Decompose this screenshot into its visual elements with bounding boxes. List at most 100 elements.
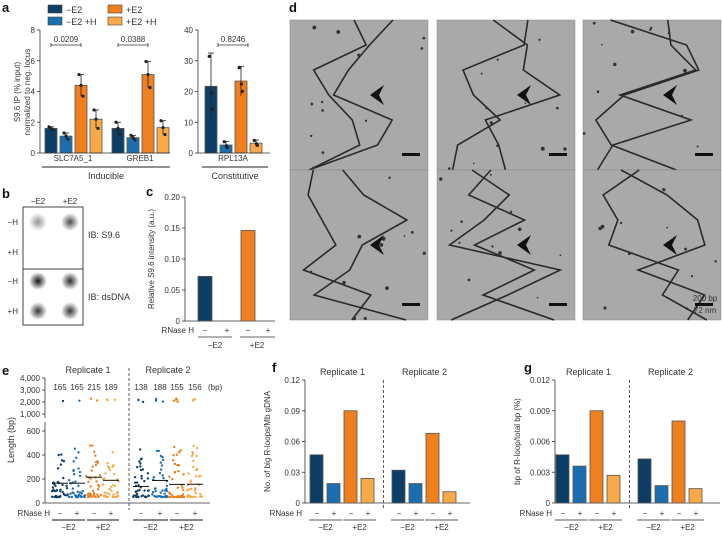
data-point bbox=[78, 470, 82, 474]
data-point bbox=[117, 480, 120, 483]
data-point bbox=[65, 484, 68, 488]
data-point bbox=[195, 468, 198, 472]
data-point bbox=[160, 464, 164, 467]
data-point bbox=[114, 120, 118, 124]
median-label: 138 bbox=[134, 383, 148, 392]
data-point bbox=[185, 489, 189, 492]
data-point bbox=[79, 494, 82, 498]
rnase-h-sign: + bbox=[612, 509, 617, 518]
data-point bbox=[108, 487, 111, 491]
particle bbox=[680, 114, 684, 117]
data-point bbox=[172, 454, 175, 457]
category-label: SLC7A5_1 bbox=[54, 154, 93, 163]
particle bbox=[509, 210, 513, 214]
legend-label: −E2 bbox=[66, 5, 82, 15]
legend-swatch bbox=[47, 16, 63, 26]
dna-strand bbox=[447, 169, 563, 321]
arrowhead-icon bbox=[663, 235, 677, 255]
data-point bbox=[165, 484, 169, 487]
group-label: +E2 bbox=[434, 523, 449, 532]
data-point bbox=[77, 484, 80, 487]
data-point bbox=[60, 453, 63, 456]
particle bbox=[321, 151, 325, 154]
particle bbox=[538, 38, 541, 41]
bar-c bbox=[197, 275, 213, 322]
panel-label-a: a bbox=[2, 0, 10, 15]
y-tick-label: 40 bbox=[184, 26, 193, 35]
scale-bar bbox=[549, 153, 567, 156]
rnase-h-sign: + bbox=[158, 509, 163, 518]
replicate-label: Replicate 1 bbox=[566, 367, 611, 377]
data-point bbox=[137, 484, 140, 487]
particle bbox=[696, 145, 699, 148]
particle bbox=[496, 58, 499, 61]
data-point bbox=[194, 495, 197, 499]
data-point bbox=[239, 82, 243, 86]
data-point bbox=[145, 495, 148, 499]
blot-spot bbox=[29, 213, 47, 231]
row-label: −H bbox=[8, 277, 19, 286]
data-point bbox=[106, 398, 109, 402]
data-point bbox=[116, 494, 120, 497]
bar-c bbox=[240, 230, 256, 322]
scale-bar bbox=[695, 303, 713, 306]
legend-label: +E2 bbox=[126, 5, 142, 15]
data-point bbox=[181, 486, 184, 489]
y-tick-label: 0.09 bbox=[284, 407, 300, 416]
p-value: 0.8246 bbox=[221, 35, 246, 44]
data-point bbox=[86, 493, 89, 496]
y-axis-label: bp of R-loop/total bp (%) bbox=[513, 398, 522, 485]
rnase-h-sign: − bbox=[139, 509, 144, 518]
panel-label-c: c bbox=[146, 184, 153, 199]
y-tick-label: 3,000 bbox=[20, 386, 41, 395]
panel-label-d: d bbox=[289, 0, 297, 15]
data-point bbox=[192, 459, 195, 463]
data-point bbox=[59, 489, 62, 493]
y-tick-label: 2,000 bbox=[20, 398, 41, 407]
data-point bbox=[78, 399, 81, 402]
y-tick-label: 0.05 bbox=[164, 286, 180, 295]
data-point bbox=[106, 492, 109, 495]
particle bbox=[627, 251, 631, 255]
median-label: 189 bbox=[104, 383, 118, 392]
data-point bbox=[77, 72, 81, 77]
data-point bbox=[81, 489, 85, 493]
rnase-h-sign: − bbox=[246, 326, 251, 335]
data-point bbox=[255, 143, 259, 147]
data-point bbox=[59, 463, 63, 466]
particle bbox=[701, 235, 704, 238]
rnase-h-sign: + bbox=[75, 509, 80, 518]
data-point bbox=[153, 487, 157, 490]
data-point bbox=[173, 462, 177, 466]
particle bbox=[309, 134, 313, 138]
data-point bbox=[76, 495, 80, 499]
particle bbox=[563, 147, 567, 151]
data-point bbox=[187, 488, 191, 491]
data-point bbox=[72, 492, 75, 495]
dna-strand bbox=[308, 19, 394, 171]
data-point bbox=[53, 495, 56, 499]
data-point bbox=[91, 444, 94, 447]
y-tick-label: 1,000 bbox=[20, 410, 41, 419]
legend-swatch bbox=[107, 4, 123, 14]
data-point bbox=[176, 486, 179, 489]
data-point bbox=[85, 474, 88, 478]
data-point bbox=[108, 469, 112, 472]
legend-label: +E2 +H bbox=[126, 17, 157, 27]
particle bbox=[683, 68, 687, 73]
data-point bbox=[113, 484, 117, 487]
rnase-h-sign: − bbox=[677, 509, 682, 518]
data-point bbox=[172, 399, 176, 403]
data-point bbox=[179, 449, 182, 452]
data-point bbox=[101, 483, 105, 486]
dna-strand bbox=[484, 19, 562, 171]
category-label: GREB1 bbox=[126, 154, 154, 163]
dna-strand bbox=[301, 169, 373, 321]
particle bbox=[357, 53, 361, 57]
data-point bbox=[240, 89, 244, 93]
particle bbox=[536, 296, 539, 299]
bar-g bbox=[606, 474, 621, 504]
data-point bbox=[210, 107, 214, 112]
particle bbox=[385, 286, 389, 290]
data-point bbox=[159, 468, 163, 471]
